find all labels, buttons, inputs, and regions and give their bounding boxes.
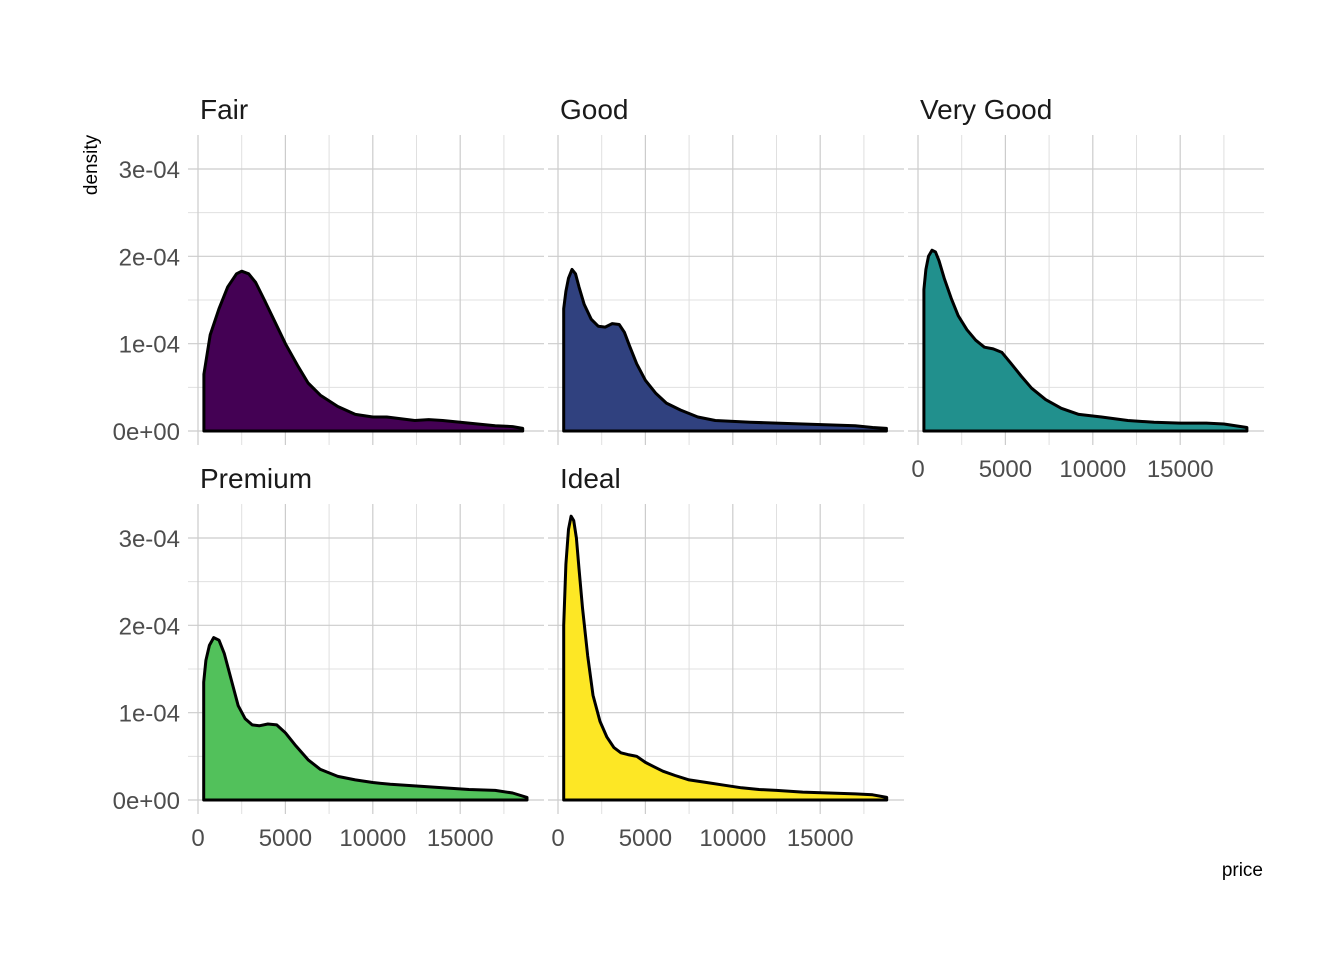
panel-premium: Premium bbox=[188, 463, 544, 814]
x-tick-label: 15000 bbox=[427, 825, 494, 852]
x-tick-label: 0 bbox=[191, 825, 204, 852]
x-tick-label: 15000 bbox=[787, 825, 854, 852]
density-area-fair bbox=[202, 269, 525, 433]
x-tick-label: 10000 bbox=[699, 825, 766, 852]
x-tick-label: 5000 bbox=[979, 456, 1032, 483]
panel-ideal: Ideal bbox=[548, 463, 904, 814]
x-tick-label: 0 bbox=[911, 456, 924, 483]
density-area-premium bbox=[202, 636, 529, 802]
x-tick-label: 15000 bbox=[1147, 456, 1214, 483]
y-tick-label: 3e-04 bbox=[119, 526, 180, 553]
density-area-ideal bbox=[562, 514, 889, 802]
x-tick-label: 5000 bbox=[619, 825, 672, 852]
x-axis-title: price bbox=[1222, 860, 1263, 881]
y-tick-label: 3e-04 bbox=[119, 157, 180, 184]
density-area-very-good bbox=[922, 248, 1249, 433]
panel-good: Good bbox=[548, 94, 904, 445]
panels-layer: Fair Good Very Good Premium Ideal bbox=[188, 94, 1264, 814]
y-tick-label: 1e-04 bbox=[119, 332, 180, 359]
x-tick-label: 10000 bbox=[339, 825, 406, 852]
y-axis-title: density bbox=[81, 134, 102, 195]
panel-very-good: Very Good bbox=[908, 94, 1264, 445]
density-area-good bbox=[562, 267, 888, 433]
axes-layer: 0e+00 1e-04 2e-04 3e-04 0 5000 10000 15000 0e+00… bbox=[113, 157, 1214, 852]
y-tick-label: 2e-04 bbox=[119, 613, 180, 640]
y-tick-label: 2e-04 bbox=[119, 244, 180, 271]
strip-label-ideal: Ideal bbox=[560, 463, 621, 494]
strip-label-very-good: Very Good bbox=[920, 94, 1052, 125]
strip-label-fair: Fair bbox=[200, 94, 248, 125]
x-tick-label: 5000 bbox=[259, 825, 312, 852]
y-tick-label: 0e+00 bbox=[113, 419, 180, 446]
x-tick-label: 10000 bbox=[1059, 456, 1126, 483]
y-tick-label: 0e+00 bbox=[113, 788, 180, 815]
y-tick-label: 1e-04 bbox=[119, 701, 180, 728]
x-tick-label: 0 bbox=[551, 825, 564, 852]
strip-label-good: Good bbox=[560, 94, 629, 125]
panel-fair: Fair bbox=[188, 94, 544, 445]
strip-label-premium: Premium bbox=[200, 463, 312, 494]
